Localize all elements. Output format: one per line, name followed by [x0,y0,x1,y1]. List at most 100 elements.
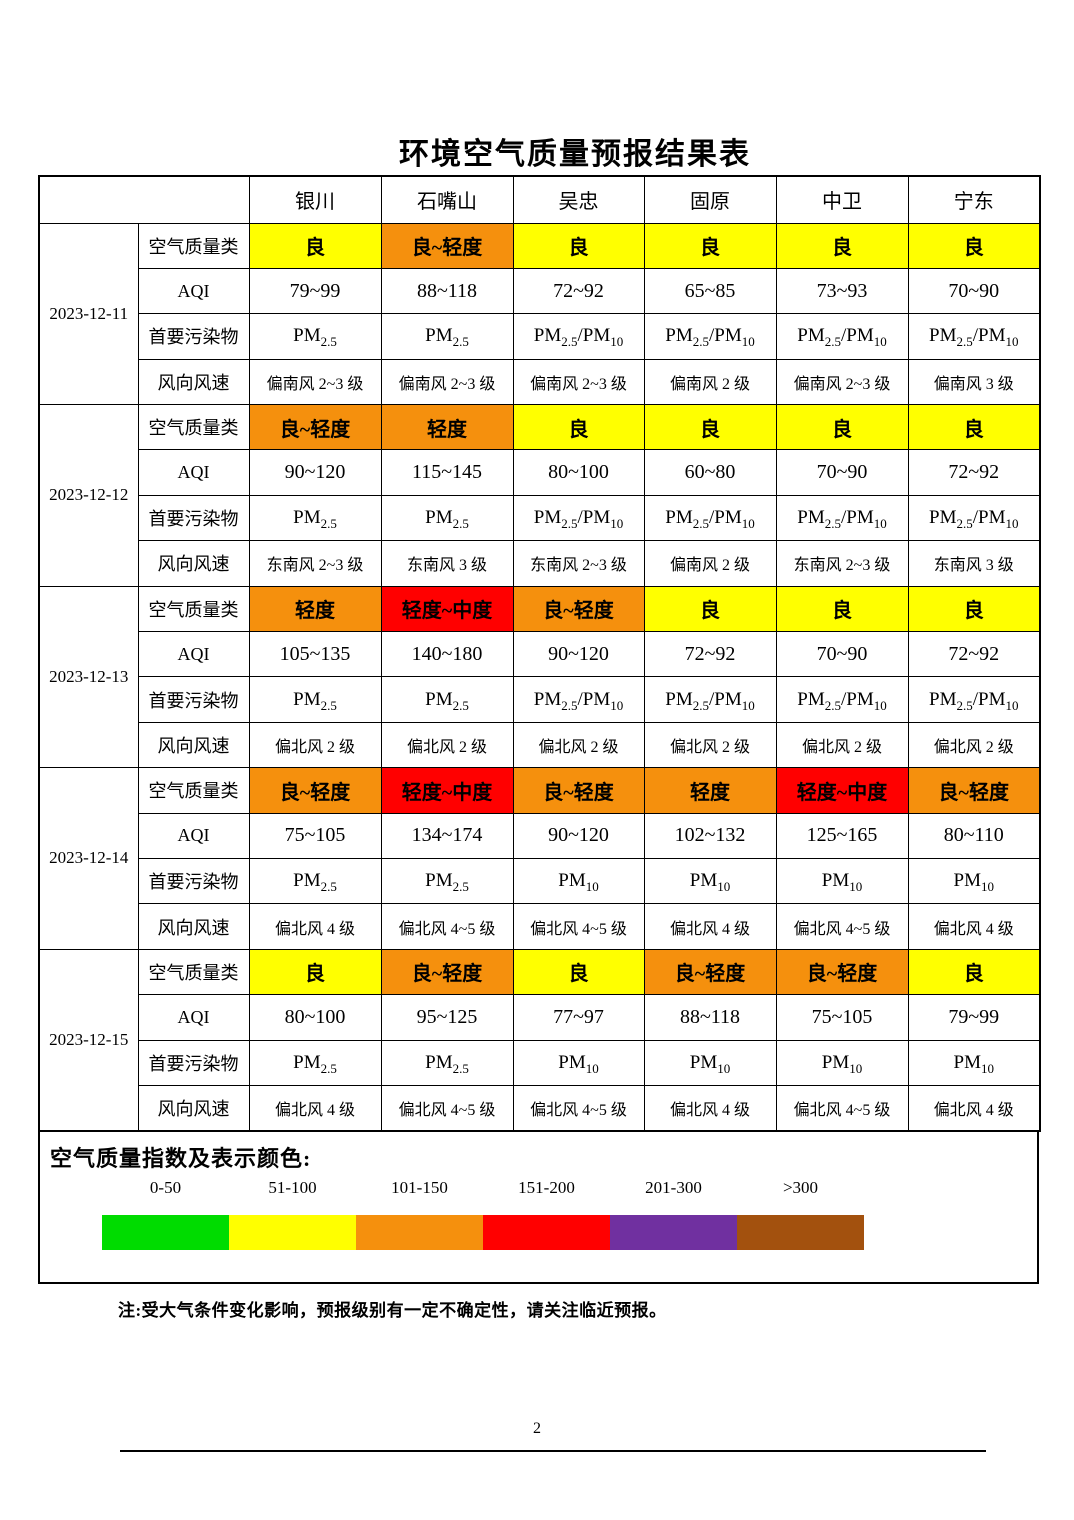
aqi-cell: 88~118 [380,267,514,315]
aqi-cell: 70~90 [775,449,909,496]
date-cell: 2023-12-12 [38,404,139,587]
quality-row: 2023-12-12 空气质量类 良~轻度 轻度 良 良 良 良 [38,404,1041,587]
quality-row: 2023-12-14 空气质量类 良~轻度 轻度~中度 良~轻度 轻度 轻度~中… [38,767,1041,950]
quality-cell: 良 [775,585,909,633]
aqi-cell: 102~132 [643,812,777,859]
page-title: 环境空气质量预报结果表 [399,138,751,171]
pollutant-cell: PM10 [907,1039,1041,1086]
legend-range-label: 101-150 [391,1178,448,1197]
pollutant-cell: PM2.5 [380,857,514,905]
aqi-cell: 75~105 [248,812,382,859]
quality-row: 2023-12-15 空气质量类 良 良~轻度 良 良~轻度 良~轻度 良 [38,948,1041,1132]
aqi-cell: 125~165 [775,812,909,859]
wind-cell: 偏北风 4~5 级 [775,903,909,950]
pollutant-cell: PM2.5 [248,313,382,360]
quality-cell: 良 [248,222,382,269]
wind-cell: 偏南风 2~3 级 [775,358,909,406]
aqi-cell: 105~135 [248,631,382,678]
aqi-cell: 75~105 [775,994,909,1041]
row-label: 空气质量类 [137,222,250,269]
wind-cell: 偏南风 2~3 级 [248,358,382,406]
row-label: 风向风速 [137,540,250,587]
pollutant-cell: PM2.5 [380,1039,514,1086]
aqi-cell: 72~92 [512,267,645,315]
pollutant-cell: PM2.5/PM10 [907,676,1041,723]
wind-cell: 东南风 2~3 级 [512,540,645,587]
pollutant-cell: PM10 [643,1039,777,1086]
quality-cell: 良~轻度 [643,948,777,996]
legend-title: 空气质量指数及表示颜色: [50,1146,312,1171]
quality-cell: 轻度 [248,585,382,633]
wind-cell: 东南风 2~3 级 [248,540,382,587]
city-header: 中卫 [775,175,909,224]
pollutant-cell: PM2.5/PM10 [907,494,1041,542]
pollutant-cell: PM10 [512,857,645,905]
pollutant-cell: PM2.5 [380,494,514,542]
wind-row: 风向风速 东南风 2~3 级 东南风 3 级 东南风 2~3 级 偏南风 2 级… [39,540,1041,587]
aqi-row: AQI 75~105 134~174 90~120 102~132 125~16… [39,812,1041,859]
row-label: 风向风速 [137,721,250,769]
city-header: 固原 [643,175,777,224]
aqi-cell: 72~92 [907,631,1041,678]
aqi-row: AQI 105~135 140~180 90~120 72~92 70~90 7… [39,631,1041,678]
pollutant-cell: PM10 [775,857,909,905]
aqi-cell: 80~110 [907,812,1041,859]
quality-cell: 良 [512,222,645,269]
quality-cell: 轻度 [380,404,514,451]
wind-cell: 偏北风 4 级 [907,1084,1041,1132]
wind-cell: 偏南风 2~3 级 [512,358,645,406]
aqi-row: AQI 80~100 95~125 77~97 88~118 75~105 79… [39,994,1041,1041]
wind-cell: 偏北风 4 级 [643,1084,777,1132]
wind-row: 风向风速 偏南风 2~3 级 偏南风 2~3 级 偏南风 2~3 级 偏南风 2… [39,358,1041,406]
city-header: 石嘴山 [380,175,514,224]
footnote: 注:受大气条件变化影响，预报级别有一定不确定性，请关注临近预报。 [118,1301,667,1320]
row-label: AQI [137,449,250,496]
row-label: AQI [137,631,250,678]
pollutant-row: 首要污染物 PM2.5 PM2.5 PM2.5/PM10 PM2.5/PM10 … [39,676,1041,723]
pollutant-cell: PM2.5/PM10 [512,676,645,723]
wind-cell: 偏北风 4~5 级 [380,903,514,950]
quality-cell: 良~轻度 [380,222,514,269]
aqi-row: AQI 90~120 115~145 80~100 60~80 70~90 72… [39,449,1041,496]
wind-cell: 偏北风 4~5 级 [512,1084,645,1132]
quality-cell: 良~轻度 [512,585,645,633]
pollutant-cell: PM2.5/PM10 [775,676,909,723]
row-label: 风向风速 [137,1084,250,1132]
wind-cell: 偏北风 4 级 [907,903,1041,950]
wind-cell: 偏北风 2 级 [775,721,909,769]
aqi-cell: 60~80 [643,449,777,496]
wind-cell: 偏北风 2 级 [248,721,382,769]
quality-cell: 良 [248,948,382,996]
row-label: 首要污染物 [137,676,250,723]
wind-row: 风向风速 偏北风 4 级 偏北风 4~5 级 偏北风 4~5 级 偏北风 4 级… [39,903,1041,950]
aqi-cell: 65~85 [643,267,777,315]
corner-cell [38,175,250,224]
row-label: 风向风速 [137,358,250,406]
quality-cell: 轻度~中度 [775,767,909,814]
quality-row: 2023-12-11 空气质量类 良 良~轻度 良 良 良 良 [38,222,1041,406]
pollutant-cell: PM10 [775,1039,909,1086]
wind-row: 风向风速 偏北风 4 级 偏北风 4~5 级 偏北风 4~5 级 偏北风 4 级… [39,1084,1041,1132]
forecast-table: 银川 石嘴山 吴忠 固原 中卫 宁东 2023-12-11 空气质量类 良 良~… [38,175,1041,1132]
aqi-cell: 88~118 [643,994,777,1041]
legend-range-label: 151-200 [518,1178,575,1197]
legend-range-labels: 0-50 51-100 101-150 151-200 201-300 >300 [102,1178,864,1198]
legend-range-label: >300 [782,1178,819,1197]
legend-color-swatch-red [483,1215,610,1250]
legend-color-swatch-green [102,1215,229,1250]
quality-cell: 良 [907,222,1041,269]
pollutant-cell: PM2.5/PM10 [775,313,909,360]
wind-cell: 偏北风 4 级 [248,1084,382,1132]
quality-cell: 良 [775,404,909,451]
header-row: 银川 石嘴山 吴忠 固原 中卫 宁东 [38,175,1041,224]
wind-cell: 偏北风 2 级 [643,721,777,769]
wind-cell: 东南风 3 级 [907,540,1041,587]
pollutant-cell: PM2.5/PM10 [643,494,777,542]
wind-cell: 东南风 3 级 [380,540,514,587]
aqi-cell: 90~120 [248,449,382,496]
legend-color-swatch-orange [356,1215,483,1250]
wind-cell: 偏南风 2 级 [643,540,777,587]
wind-cell: 偏北风 4~5 级 [512,903,645,950]
pollutant-cell: PM2.5/PM10 [512,494,645,542]
quality-cell: 轻度 [643,767,777,814]
